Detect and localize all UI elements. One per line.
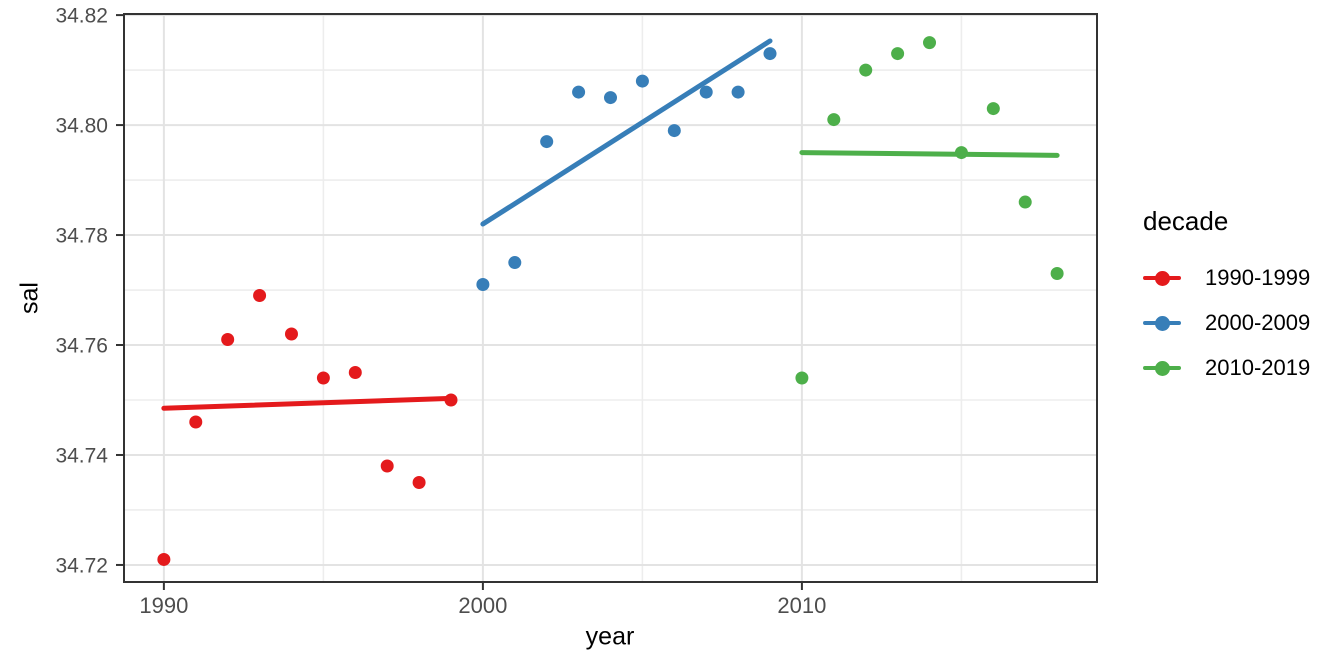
y-axis-tick-label: 34.76 bbox=[55, 334, 108, 357]
data-point bbox=[221, 333, 235, 347]
y-axis-tick-label: 34.82 bbox=[55, 4, 108, 27]
legend-entry: 2010-2019 bbox=[1143, 355, 1310, 380]
data-point bbox=[540, 135, 554, 149]
data-point bbox=[412, 475, 426, 489]
legend-key-dot bbox=[1154, 315, 1170, 331]
panel-border bbox=[123, 13, 1098, 583]
data-point bbox=[667, 124, 681, 138]
data-point bbox=[348, 366, 362, 380]
data-point bbox=[189, 415, 203, 429]
data-point bbox=[1050, 267, 1064, 281]
panel-background bbox=[124, 14, 1097, 582]
legend-key-dot bbox=[1154, 270, 1170, 286]
data-point bbox=[827, 113, 841, 127]
x-axis-tick-label: 1990 bbox=[139, 593, 188, 618]
data-point bbox=[859, 63, 873, 77]
data-point bbox=[157, 552, 171, 566]
data-point bbox=[635, 74, 649, 88]
legend: decade 1990-1999 2000-2009 2010-2019 bbox=[1143, 206, 1310, 405]
data-point bbox=[1018, 195, 1032, 209]
legend-entry-label: 1990-1999 bbox=[1205, 265, 1311, 290]
data-point bbox=[380, 459, 394, 473]
data-point bbox=[731, 85, 745, 99]
legend-key-dot bbox=[1154, 360, 1170, 376]
y-axis-tick-label: 34.74 bbox=[55, 444, 108, 467]
data-point bbox=[986, 102, 1000, 116]
x-axis-tick-label: 2000 bbox=[458, 593, 507, 618]
legend-entry-label: 2000-2009 bbox=[1205, 310, 1311, 335]
legend-entry: 2000-2009 bbox=[1143, 310, 1310, 335]
legend-key-swatch bbox=[1143, 315, 1181, 331]
x-axis-tick-label: 2010 bbox=[777, 593, 826, 618]
y-axis-tick-label: 34.72 bbox=[55, 554, 108, 577]
legend-key-swatch bbox=[1143, 360, 1181, 376]
data-point bbox=[699, 85, 713, 99]
y-axis-tick-label: 34.78 bbox=[55, 224, 108, 247]
data-point bbox=[284, 327, 298, 341]
legend-entries: 1990-1999 2000-2009 2010-2019 bbox=[1143, 265, 1310, 380]
data-point bbox=[763, 47, 777, 61]
data-point bbox=[316, 371, 330, 385]
legend-key-swatch bbox=[1143, 270, 1181, 286]
legend-entry: 1990-1999 bbox=[1143, 265, 1310, 290]
trend-line bbox=[799, 150, 1060, 158]
y-axis-tick-label: 34.80 bbox=[55, 114, 108, 137]
trend-line bbox=[161, 395, 454, 411]
data-point bbox=[572, 85, 586, 99]
data-point bbox=[508, 256, 522, 270]
legend-entry-label: 2010-2019 bbox=[1205, 355, 1311, 380]
data-point bbox=[604, 91, 617, 105]
x-axis-title: year bbox=[585, 622, 635, 651]
legend-title: decade bbox=[1143, 206, 1229, 236]
data-point bbox=[891, 47, 905, 61]
data-point bbox=[476, 278, 490, 292]
y-axis-title: sal bbox=[15, 282, 44, 314]
data-point bbox=[795, 371, 809, 385]
data-point bbox=[923, 36, 937, 50]
data-point bbox=[253, 289, 267, 303]
trend-line bbox=[480, 38, 773, 227]
